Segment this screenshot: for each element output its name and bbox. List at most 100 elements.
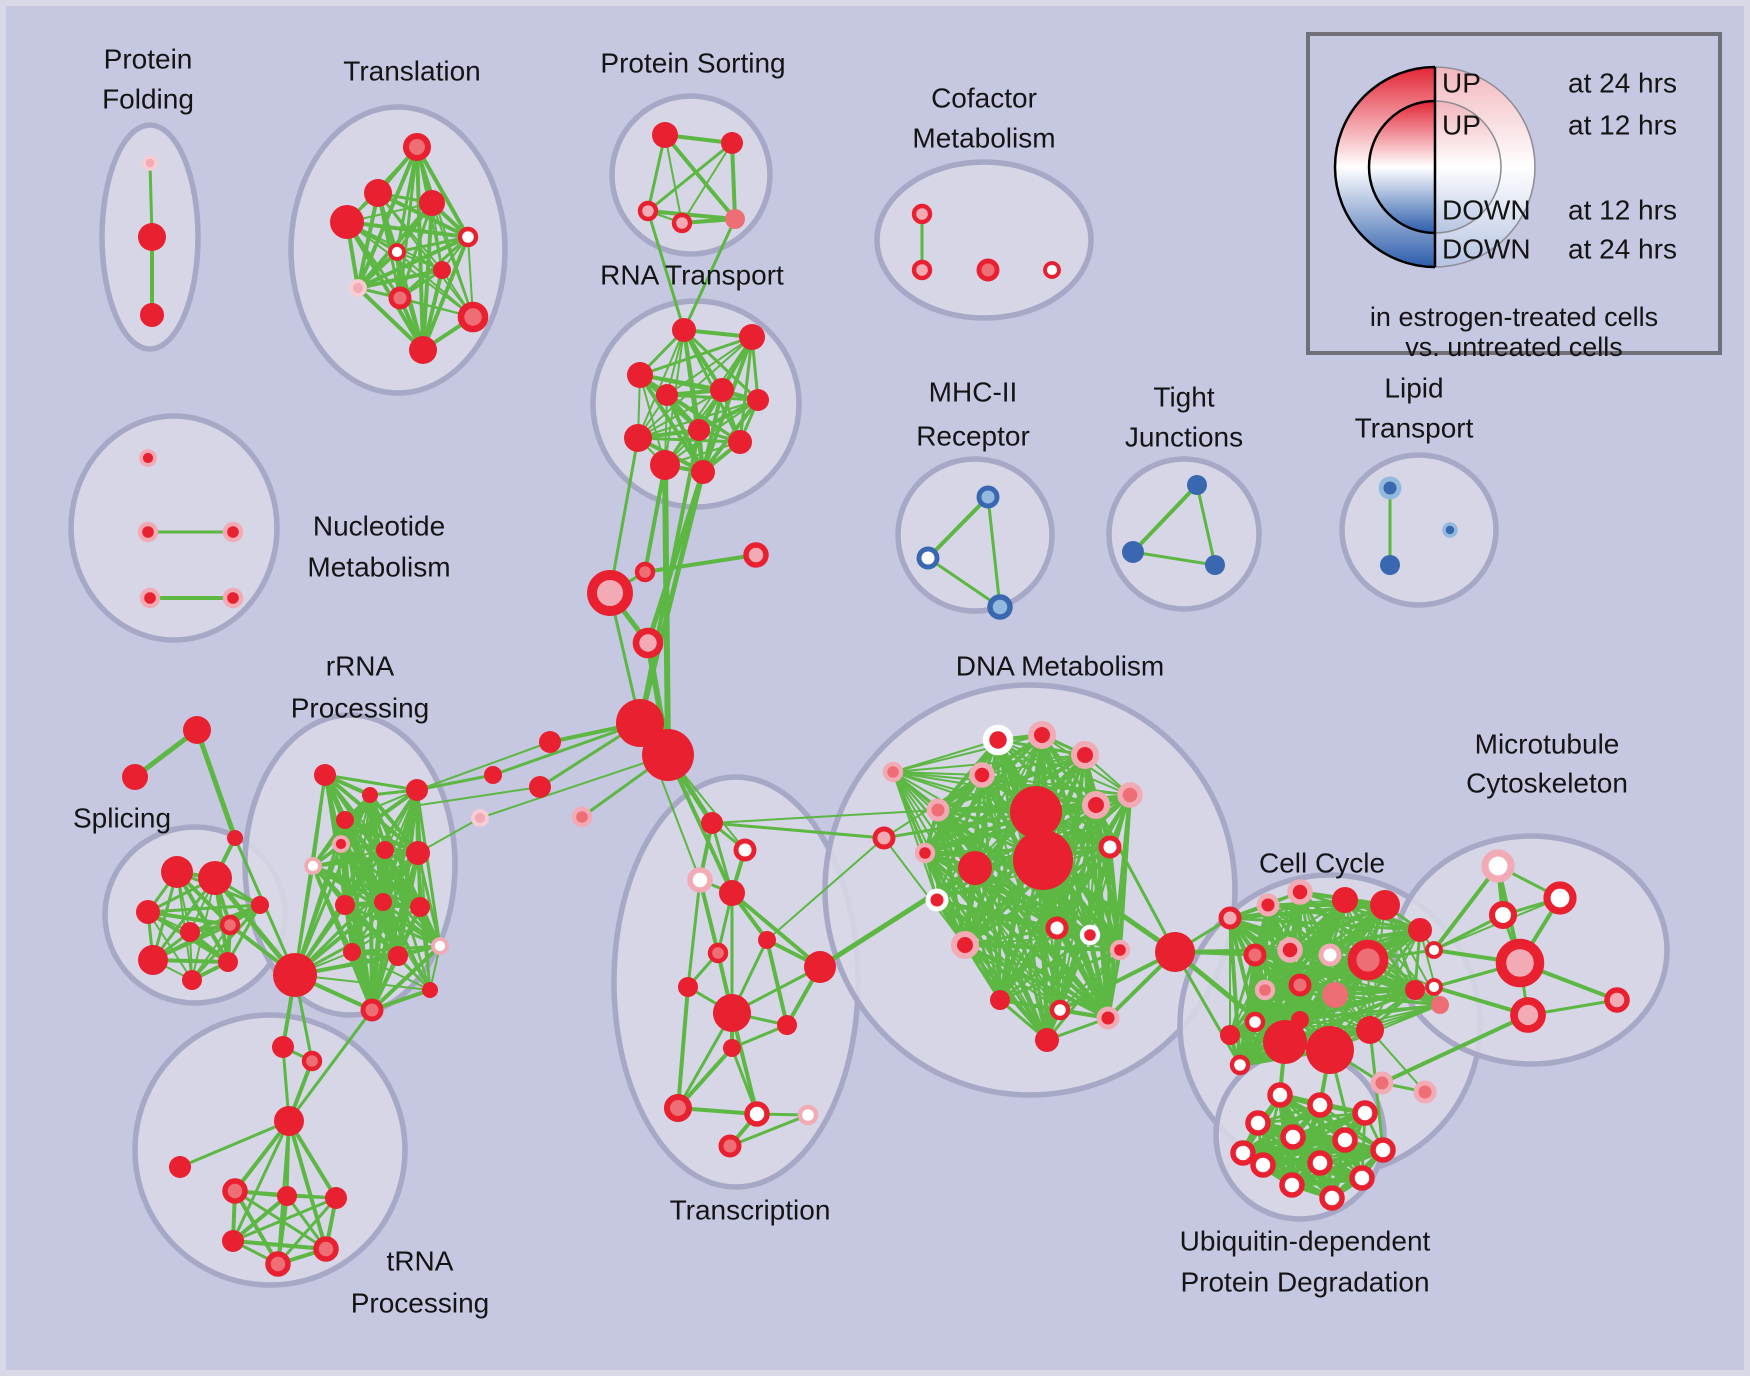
gene-node [744,1101,770,1127]
gene-node [990,990,1010,1010]
cluster-lipid-transport-label: Transport [1355,412,1474,443]
gene-node [713,994,751,1032]
gene-node [721,132,743,154]
interaction-edge [892,771,1091,936]
cluster-cofactor-metabolism-ellipse [874,159,1094,321]
gene-node [950,930,980,960]
gene-node [388,946,408,966]
gene-node [139,449,157,467]
gene-node [422,982,438,998]
interaction-edge [356,235,470,290]
gene-node [1349,1165,1375,1191]
interaction-edge [892,771,938,901]
gene-node [627,362,653,388]
gene-node [1049,999,1071,1021]
interaction-edge [664,336,753,466]
interaction-edge [676,985,690,1110]
cluster-nucleotide-metabolism-ellipse [68,413,280,643]
interaction-edge [637,399,759,439]
gene-node [1352,1100,1378,1126]
gene-node [410,897,430,917]
interaction-edge [1131,483,1199,554]
gene-node [1027,720,1057,750]
gene-node [1307,1150,1333,1176]
gene-node [914,842,936,864]
gene-node [1013,830,1073,890]
interaction-edge [231,1119,291,1243]
gene-node [701,812,723,834]
gene-node [958,851,992,885]
gene-node [335,895,355,915]
cluster-microtubule-cytoskeleton-label: Cytoskeleton [1466,767,1628,798]
gene-node [1604,987,1630,1013]
gene-node [758,931,776,949]
interaction-edge [178,1119,291,1169]
gene-node [1098,835,1122,859]
interaction-edge [395,235,470,254]
gene-node [457,301,489,333]
interaction-edge [1229,984,1301,1036]
interaction-edge [765,938,789,1027]
interaction-edge [311,818,347,868]
cluster-ubiquitin-degradation-label: Protein Degradation [1180,1266,1429,1297]
gene-node [1081,790,1111,820]
gene-node [911,203,933,225]
cluster-rrna-processing-label: rRNA [326,650,395,681]
cluster-microtubule-cytoskeleton-label: Microtubule [1475,728,1620,759]
cluster-mhc-ii-receptor-ellipse [895,456,1055,614]
interaction-edge [936,734,1043,901]
interaction-edge [663,133,737,221]
gene-node [728,430,752,454]
gene-node [1267,1082,1293,1108]
interaction-edge [892,754,1086,773]
gene-node [330,205,364,239]
interaction-edge [344,849,386,906]
gene-node [433,261,451,279]
gene-node [872,826,896,850]
gene-node [1425,978,1443,996]
gene-node [743,542,769,568]
interaction-edge [664,134,683,224]
interaction-edge [892,771,1097,806]
cluster-cofactor-metabolism-label: Metabolism [912,122,1055,153]
gene-node [925,888,949,912]
interaction-edge [1298,890,1422,932]
gene-node [1543,881,1577,915]
interaction-edge [1240,1147,1386,1156]
gene-node [1205,555,1225,575]
interaction-edge [431,202,474,318]
gene-node [987,594,1013,620]
interaction-edge [356,268,444,290]
gene-node [1250,1152,1276,1178]
cluster-ubiquitin-degradation-label: Ubiquitin-dependent [1180,1225,1431,1256]
gene-node [142,155,158,171]
gene-node [336,811,354,829]
interaction-edge [963,943,1110,1020]
interaction-edge [1131,550,1217,567]
gene-node [1431,996,1449,1014]
gene-node [529,776,551,798]
gene-node [1510,997,1546,1033]
gene-node [587,570,633,616]
gene-node [265,1251,291,1277]
gene-node [137,521,159,543]
gene-node [301,1050,323,1072]
gene-node [719,880,745,906]
interaction-edge [1055,926,1110,1020]
gene-node [1488,900,1518,930]
interaction-edge [646,141,734,213]
gene-node [139,587,161,609]
gene-node [388,286,412,310]
interaction-edge [963,926,1059,947]
interaction-edge [637,469,706,726]
interaction-edge [293,842,343,977]
gene-node [1442,522,1458,538]
interaction-edge [643,553,758,574]
gene-node [1370,890,1400,920]
gene-node [1347,939,1389,981]
gene-node [1277,937,1303,963]
gene-node [926,798,950,822]
interaction-edge [643,463,667,574]
gene-node [272,1036,294,1058]
